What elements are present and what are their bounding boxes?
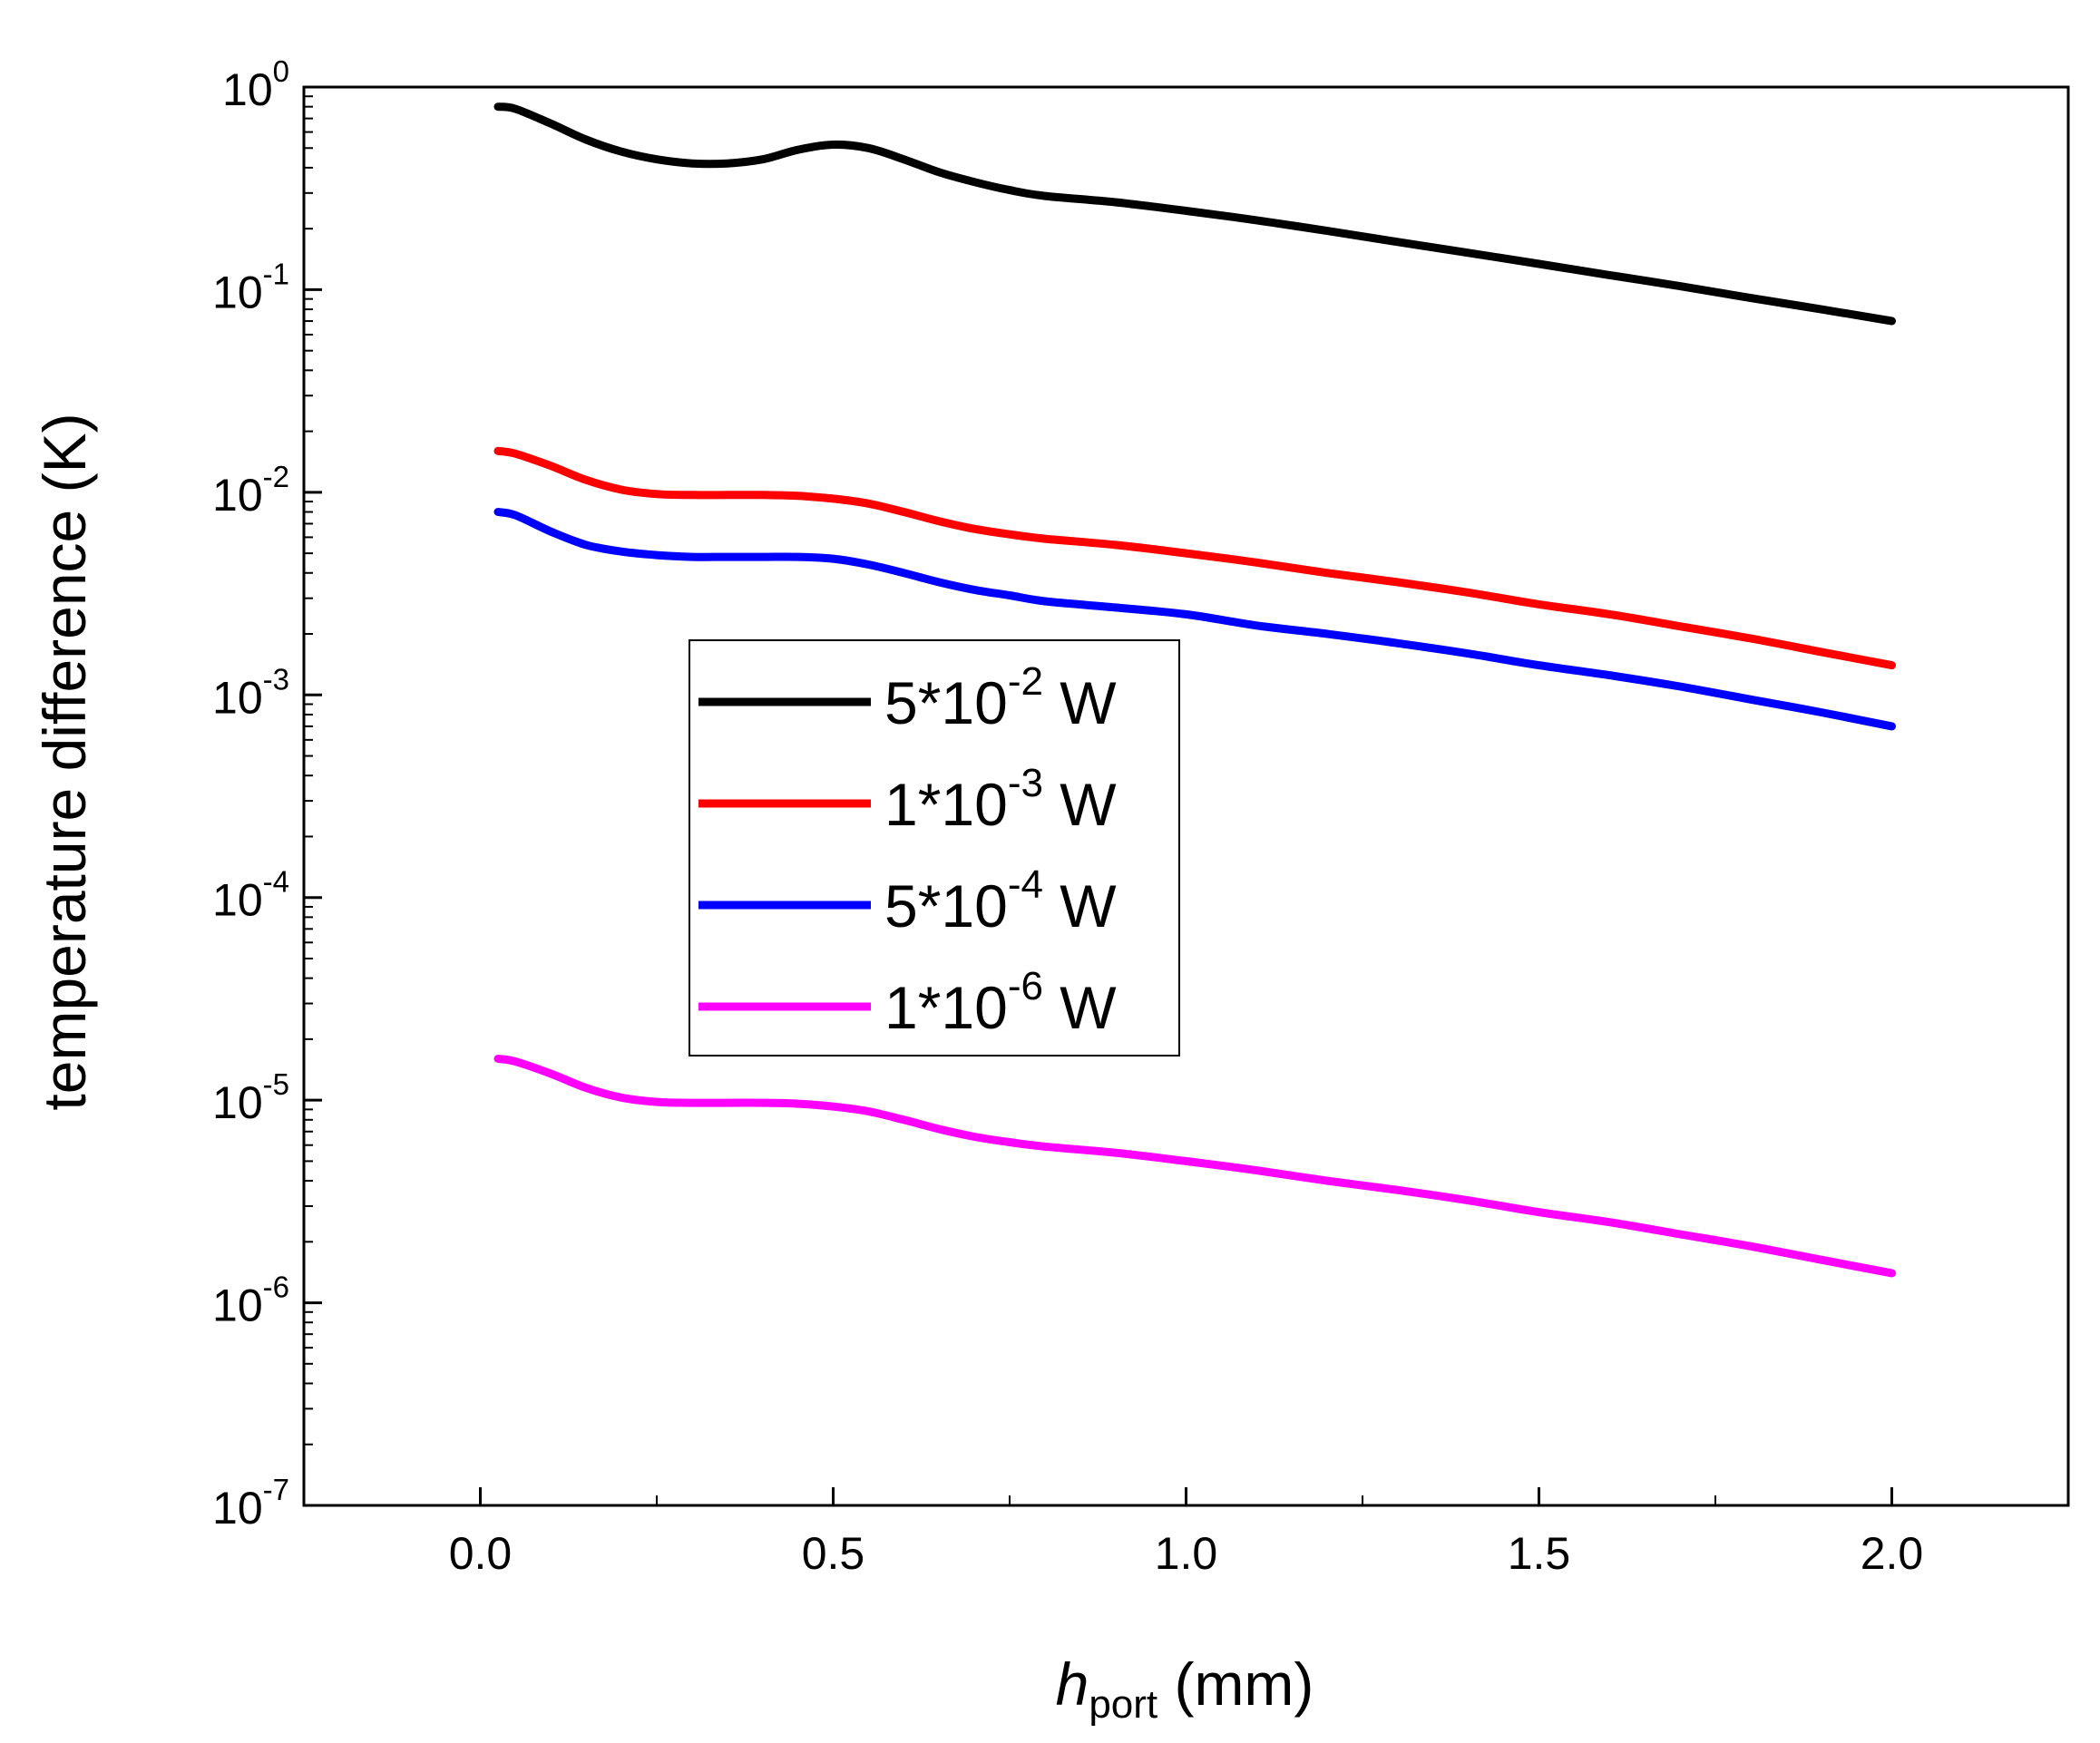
series-line-1 xyxy=(493,102,1896,326)
y-tick-label: 10-2 xyxy=(212,460,289,521)
y-tick-base: 10 xyxy=(212,1280,263,1331)
x-axis-title-italic: h xyxy=(1056,1650,1089,1718)
y-tick-exponent: -3 xyxy=(263,662,289,696)
y-tick-exponent: -7 xyxy=(263,1473,289,1506)
legend-label-base: 5*10 xyxy=(884,872,1008,940)
y-tick-base: 10 xyxy=(212,1483,263,1534)
x-tick-label: 0.0 xyxy=(449,1528,513,1579)
y-tick-base: 10 xyxy=(212,875,263,926)
legend-label-base: 1*10 xyxy=(884,974,1008,1041)
y-tick-base: 10 xyxy=(222,64,273,115)
y-tick-exponent: -5 xyxy=(263,1067,289,1101)
legend-label: 1*10-3 W xyxy=(884,761,1117,838)
y-tick-exponent: -2 xyxy=(263,460,289,493)
legend-label-exp: -6 xyxy=(1008,964,1043,1008)
legend-label-unit: W xyxy=(1043,771,1117,838)
plot-frame xyxy=(302,85,2070,1507)
legend-label-unit: W xyxy=(1043,669,1117,736)
legend-label-exp: -2 xyxy=(1008,659,1043,704)
x-tick-label: 0.5 xyxy=(802,1528,865,1579)
y-tick-exponent: -1 xyxy=(263,257,289,290)
legend-label-exp: -3 xyxy=(1008,761,1043,805)
y-tick-base: 10 xyxy=(212,267,263,317)
series-line-2 xyxy=(493,446,1896,670)
y-tick-exponent: 0 xyxy=(273,54,289,88)
legend: 5*10-2 W1*10-3 W5*10-4 W1*10-6 W xyxy=(689,639,1180,1057)
series-line-4 xyxy=(493,1055,1896,1278)
legend-label-unit: W xyxy=(1043,974,1117,1041)
x-tick-label: 1.0 xyxy=(1155,1528,1218,1579)
x-axis-title: hport (mm) xyxy=(1056,1650,1314,1727)
legend-label: 5*10-2 W xyxy=(884,659,1117,736)
y-tick-base: 10 xyxy=(212,470,263,521)
y-tick-label: 10-7 xyxy=(212,1473,289,1534)
x-tick-label: 2.0 xyxy=(1861,1528,1924,1579)
x-axis-ticks: 0.0 0.5 1.0 1.5 2.0 xyxy=(449,1487,1924,1579)
series-layer xyxy=(493,102,1896,1278)
y-tick-base: 10 xyxy=(212,1077,263,1128)
y-tick-label: 100 xyxy=(222,54,289,115)
legend-label: 5*10-4 W xyxy=(884,862,1117,940)
legend-label-unit: W xyxy=(1043,872,1117,940)
series-line-3 xyxy=(493,508,1896,731)
y-tick-label: 10-4 xyxy=(212,865,289,926)
legend-label-base: 1*10 xyxy=(884,771,1008,838)
legend-box xyxy=(689,639,1180,1057)
y-tick-label: 10-1 xyxy=(212,257,289,317)
y-tick-exponent: -6 xyxy=(263,1271,289,1304)
legend-label-base: 5*10 xyxy=(884,669,1008,736)
y-tick-exponent: -4 xyxy=(263,865,289,899)
y-tick-label: 10-6 xyxy=(212,1271,289,1331)
y-tick-label: 10-3 xyxy=(212,662,289,723)
x-axis-title-sub: port xyxy=(1089,1682,1157,1727)
y-axis-title: temperature difference (K) xyxy=(31,413,98,1110)
legend-label-exp: -4 xyxy=(1008,862,1043,907)
y-tick-label: 10-5 xyxy=(212,1067,289,1128)
y-tick-base: 10 xyxy=(212,672,263,723)
legend-label: 1*10-6 W xyxy=(884,964,1117,1041)
x-axis-title-rest: (mm) xyxy=(1157,1650,1314,1718)
x-tick-label: 1.5 xyxy=(1508,1528,1571,1579)
plot-area xyxy=(302,85,2070,1507)
